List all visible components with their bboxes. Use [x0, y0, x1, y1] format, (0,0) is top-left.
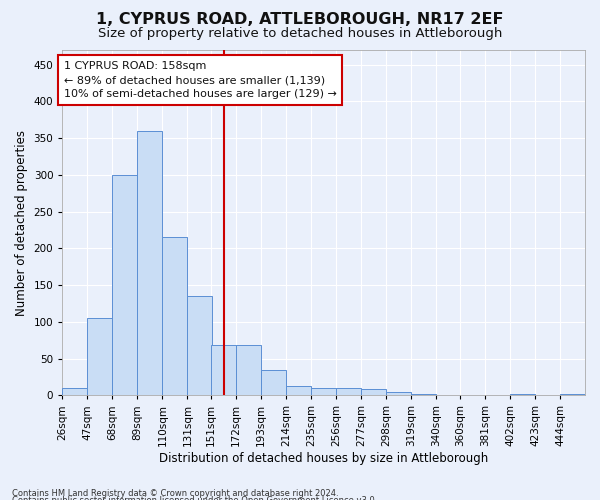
Bar	[311, 388, 336, 396]
Bar	[187, 296, 212, 396]
Bar	[336, 388, 361, 396]
Text: 1 CYPRUS ROAD: 158sqm
← 89% of detached houses are smaller (1,139)
10% of semi-d: 1 CYPRUS ROAD: 158sqm ← 89% of detached …	[64, 61, 337, 99]
Bar	[560, 394, 585, 396]
Bar	[286, 386, 311, 396]
Bar	[236, 346, 261, 396]
X-axis label: Distribution of detached houses by size in Attleborough: Distribution of detached houses by size …	[159, 452, 488, 465]
Bar	[137, 131, 163, 396]
Bar	[261, 370, 286, 396]
Text: 1, CYPRUS ROAD, ATTLEBOROUGH, NR17 2EF: 1, CYPRUS ROAD, ATTLEBOROUGH, NR17 2EF	[96, 12, 504, 28]
Bar	[211, 346, 236, 396]
Y-axis label: Number of detached properties: Number of detached properties	[15, 130, 28, 316]
Bar	[88, 318, 112, 396]
Bar	[510, 394, 535, 396]
Bar	[386, 392, 411, 396]
Text: Contains HM Land Registry data © Crown copyright and database right 2024.: Contains HM Land Registry data © Crown c…	[12, 488, 338, 498]
Bar	[411, 394, 436, 396]
Text: Contains public sector information licensed under the Open Government Licence v3: Contains public sector information licen…	[12, 496, 377, 500]
Bar	[62, 388, 88, 396]
Text: Size of property relative to detached houses in Attleborough: Size of property relative to detached ho…	[98, 28, 502, 40]
Bar	[163, 238, 187, 396]
Bar	[361, 390, 386, 396]
Bar	[112, 175, 137, 396]
